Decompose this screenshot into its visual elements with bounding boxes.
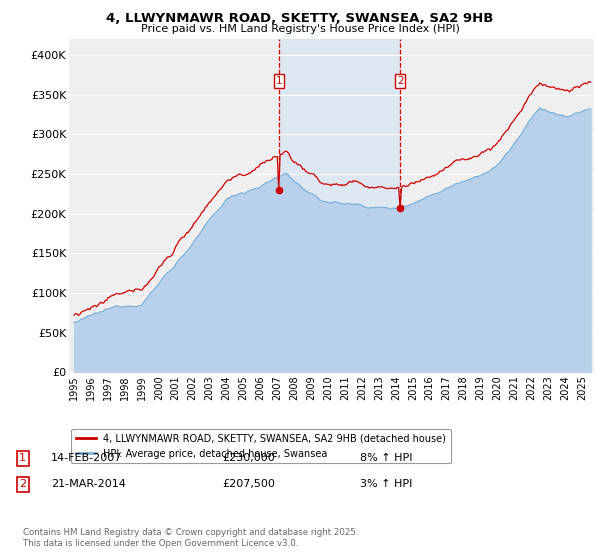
Text: 1: 1 bbox=[19, 453, 26, 463]
Text: Contains HM Land Registry data © Crown copyright and database right 2025.
This d: Contains HM Land Registry data © Crown c… bbox=[23, 528, 358, 548]
Text: 1: 1 bbox=[275, 76, 283, 86]
Text: £207,500: £207,500 bbox=[222, 479, 275, 489]
Bar bbox=[279, 39, 400, 372]
Text: £230,000: £230,000 bbox=[222, 453, 275, 463]
Text: 2: 2 bbox=[397, 76, 403, 86]
Legend: 4, LLWYNMAWR ROAD, SKETTY, SWANSEA, SA2 9HB (detached house), HPI: Average price: 4, LLWYNMAWR ROAD, SKETTY, SWANSEA, SA2 … bbox=[71, 429, 451, 464]
Text: 8% ↑ HPI: 8% ↑ HPI bbox=[360, 453, 413, 463]
Text: 21-MAR-2014: 21-MAR-2014 bbox=[51, 479, 126, 489]
Text: 2: 2 bbox=[19, 479, 26, 489]
Text: 4, LLWYNMAWR ROAD, SKETTY, SWANSEA, SA2 9HB: 4, LLWYNMAWR ROAD, SKETTY, SWANSEA, SA2 … bbox=[106, 12, 494, 25]
Text: 14-FEB-2007: 14-FEB-2007 bbox=[51, 453, 122, 463]
Text: 3% ↑ HPI: 3% ↑ HPI bbox=[360, 479, 412, 489]
Text: Price paid vs. HM Land Registry's House Price Index (HPI): Price paid vs. HM Land Registry's House … bbox=[140, 24, 460, 34]
